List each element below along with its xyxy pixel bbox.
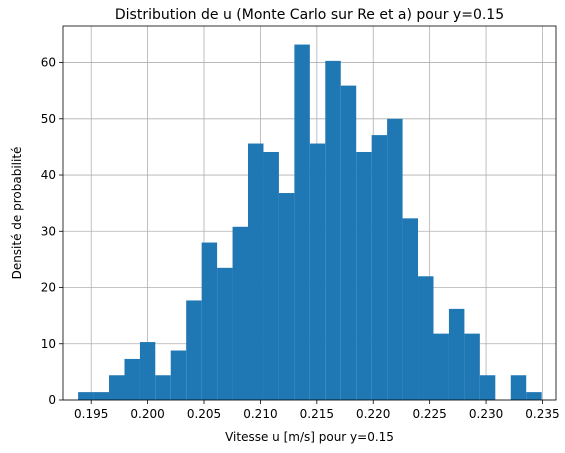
y-tick-label-2: 20 xyxy=(41,281,56,295)
x-tick-label-4: 0.215 xyxy=(300,407,334,421)
histogram-bar-18 xyxy=(356,151,372,400)
histogram-bar-20 xyxy=(387,118,403,400)
histogram-bar-28 xyxy=(510,375,527,400)
y-tick-label-6: 60 xyxy=(41,56,56,70)
histogram-bar-16 xyxy=(325,60,341,400)
x-tick-label-0: 0.195 xyxy=(74,407,108,421)
x-axis: 0.195 0.200 0.205 0.210 0.215 0.220 0.225 0.230… xyxy=(74,400,560,421)
histogram-bar-7 xyxy=(186,300,202,400)
x-tick-label-1: 0.200 xyxy=(130,407,164,421)
histogram-bar-5 xyxy=(155,375,171,400)
histogram-bar-15 xyxy=(309,143,326,401)
histogram-bar-6 xyxy=(170,350,187,400)
histogram-bar-11 xyxy=(248,143,264,401)
axes-border xyxy=(62,25,557,401)
histogram-bar-9 xyxy=(217,267,233,400)
y-tick-label-0: 0 xyxy=(48,393,56,407)
histogram-bar-14 xyxy=(294,44,310,401)
histogram-bar-26 xyxy=(479,375,496,400)
x-tick-label-3: 0.210 xyxy=(243,407,277,421)
x-tick-label-6: 0.225 xyxy=(412,407,446,421)
y-tick-label-4: 40 xyxy=(41,168,56,182)
y-tick-label-1: 10 xyxy=(41,337,56,351)
x-tick-label-2: 0.205 xyxy=(187,407,221,421)
histogram-bar-24 xyxy=(448,308,465,400)
y-axis-label: Densité de probabilité xyxy=(10,147,24,280)
histogram-bar-8 xyxy=(201,242,218,400)
histogram-bar-25 xyxy=(464,333,480,400)
y-tick-label-5: 50 xyxy=(41,112,56,126)
histogram-bar-12 xyxy=(263,151,279,400)
x-tick-label-5: 0.220 xyxy=(356,407,390,421)
x-tick-label-7: 0.230 xyxy=(469,407,503,421)
histogram-bar-29 xyxy=(526,392,542,400)
histogram-bar-22 xyxy=(418,276,434,400)
y-axis: 0 10 20 30 40 50 60 xyxy=(41,56,63,407)
histogram-bar-10 xyxy=(232,226,249,400)
histogram-bar-17 xyxy=(340,85,357,400)
x-tick-label-8: 0.235 xyxy=(525,407,559,421)
histogram-bar-3 xyxy=(124,358,140,400)
histogram-bar-13 xyxy=(278,193,295,400)
histogram-bar-0 xyxy=(78,392,94,400)
y-tick-label-3: 30 xyxy=(41,224,56,238)
histogram-bar-21 xyxy=(402,218,419,400)
bars xyxy=(78,44,542,401)
axes-frame xyxy=(62,25,557,401)
histogram-bar-4 xyxy=(139,342,156,400)
chart-title: Distribution de u (Monte Carlo sur Re et… xyxy=(115,7,504,23)
histogram-bar-2 xyxy=(109,375,125,400)
histogram-bar-1 xyxy=(93,392,110,400)
x-axis-label: Vitesse u [m/s] pour y=0.15 xyxy=(225,430,394,444)
histogram-bar-23 xyxy=(433,333,449,400)
histogram-bar-19 xyxy=(371,135,388,401)
